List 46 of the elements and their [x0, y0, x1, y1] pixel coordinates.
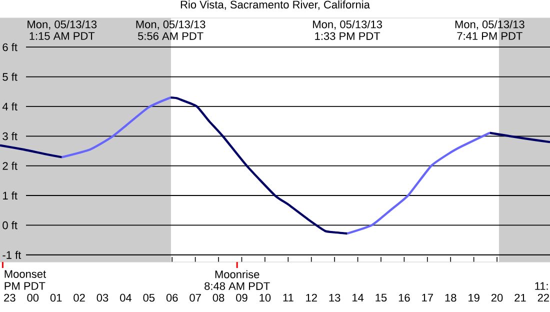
ref-line-label: Moonrise [215, 270, 260, 278]
x-tick-label: 21 [514, 294, 526, 302]
x-tick-label: 06 [166, 294, 178, 302]
annotation: 5:56 AM PDT [138, 32, 204, 40]
x-tick-label: 04 [120, 294, 132, 302]
text: 8:48 AM PDT [204, 282, 270, 290]
text: PM PDT [4, 282, 46, 290]
x-tick-label: 18 [445, 294, 456, 302]
x-tick-label: 05 [143, 294, 155, 302]
x-tick-label: 20 [491, 294, 503, 302]
x-tick-label: 12 [306, 294, 317, 302]
annotation: 7:41 PM PDT [457, 32, 522, 40]
text: 11: [535, 282, 548, 290]
x-tick-label: 19 [468, 294, 480, 302]
x-tick-label: 00 [27, 294, 39, 302]
y-tick-label: 3 ft [2, 132, 18, 140]
y-tick-label: 4 ft [2, 102, 18, 110]
annotation: 1:15 AM PDT [30, 32, 95, 40]
y-tick-label: 2 ft [2, 162, 18, 170]
y-tick-label: 0 ft [2, 221, 18, 230]
y-tick-label: 5 ft [2, 72, 18, 81]
chart-title: Rio Vista, Sacramento River, California [180, 0, 370, 10]
y-tick-label: 1 ft [3, 191, 18, 200]
x-tick-label: 02 [74, 294, 85, 302]
x-tick-label: 10 [260, 294, 271, 302]
annotation: Mon, 05/13/13 [313, 20, 382, 30]
x-tick-label: 08 [212, 294, 224, 302]
x-tick-label: 17 [422, 294, 433, 302]
x-tick-label: 07 [190, 294, 201, 302]
annotation: Mon, 05/13/13 [455, 20, 524, 30]
ref-line-label: Moonset [4, 270, 46, 278]
annotation: Mon, 05/13/13 [136, 20, 206, 30]
x-tick-label: 16 [398, 294, 410, 302]
y-tick-label: -1 ft [2, 250, 22, 259]
x-tick-label: 01 [50, 294, 62, 302]
annotation: Mon, 05/13/13 [28, 20, 97, 30]
x-tick-label: 15 [376, 294, 387, 302]
x-tick-label: 11 [283, 294, 294, 302]
annotation: 1:33 PM PDT [315, 32, 380, 40]
x-tick-label: 22 [538, 294, 549, 302]
x-tick-label: 03 [96, 294, 108, 302]
x-tick-label: 13 [329, 294, 340, 302]
x-tick-label: 14 [352, 294, 364, 302]
x-tick-label: 23 [4, 294, 16, 302]
y-tick-label: 6 ft [2, 43, 18, 52]
x-tick-label: 09 [236, 294, 248, 302]
